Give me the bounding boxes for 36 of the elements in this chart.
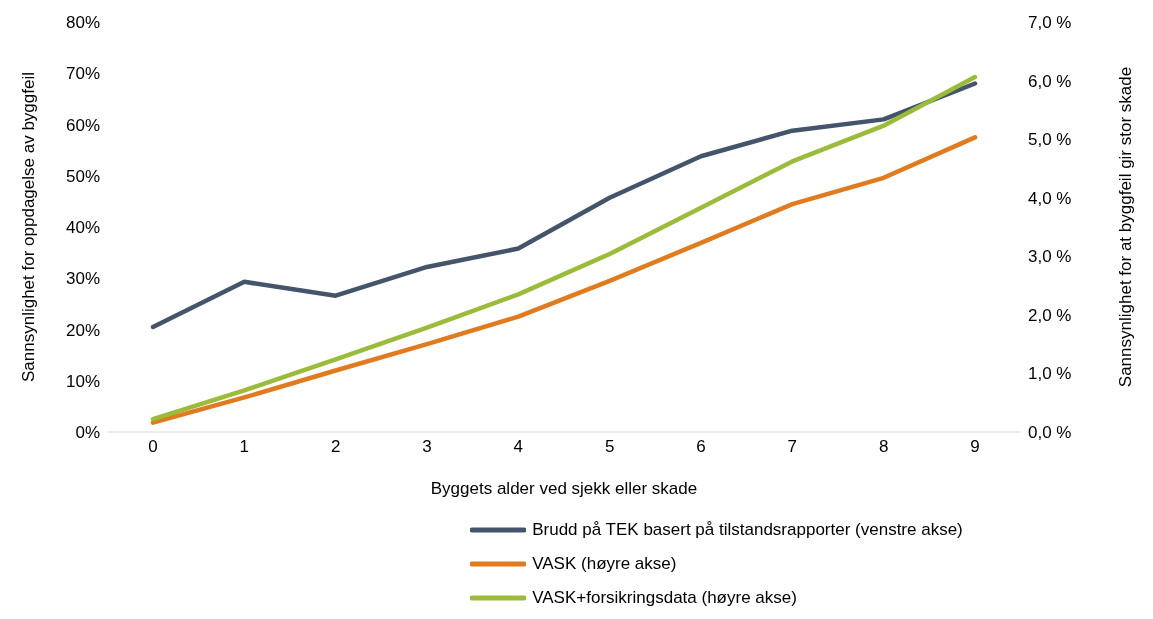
x-tick-label: 3 — [422, 437, 432, 457]
y2-tick-label: 5,0 % — [1028, 130, 1072, 150]
y-tick-label: 70% — [65, 64, 100, 84]
x-tick-label: 5 — [604, 437, 615, 457]
x-tick-label: 9 — [970, 437, 980, 457]
y-axis-title: Sannsynlighet for oppdagelse av byggfeil — [19, 72, 39, 382]
y2-tick-label: 2,0 % — [1028, 305, 1072, 325]
x-tick-label: 2 — [330, 437, 341, 457]
y2-axis-title: Sannsynlighet for at byggfeil gir stor skade — [1116, 66, 1136, 388]
y-tick-label: 20% — [65, 320, 100, 340]
y2-tick-label: 1,0 % — [1028, 364, 1072, 384]
line-series — [150, 135, 978, 425]
legend-label: VASK (høyre akse) — [532, 554, 677, 574]
y-tick-label: 60% — [65, 115, 100, 135]
x-tick-label: 6 — [696, 437, 706, 457]
legend-label: Brudd på TEK basert på tilstandsrapporter (venstre akse) — [532, 520, 963, 540]
y-tick-label: 10% — [65, 371, 100, 391]
legend-label: VASK+forsikringsdata (høyre akse) — [532, 588, 797, 608]
y2-tick-label: 7,0 % — [1028, 13, 1072, 33]
y2-tick-label: 0,0 % — [1028, 423, 1072, 443]
y-tick-label: 30% — [65, 269, 100, 289]
line-series — [150, 74, 978, 422]
x-tick-label: 4 — [513, 437, 524, 457]
y-tick-label: 80% — [65, 13, 100, 33]
y-tick-label: 50% — [65, 166, 100, 186]
x-tick-label: 0 — [148, 437, 158, 457]
y-tick-label: 40% — [65, 218, 100, 238]
x-tick-label: 1 — [239, 437, 250, 457]
y2-tick-label: 3,0 % — [1028, 247, 1072, 267]
y-tick-label: 0% — [75, 423, 100, 443]
x-tick-label: 8 — [878, 437, 889, 457]
y2-tick-label: 6,0 % — [1028, 71, 1072, 91]
x-axis-title: Byggets alder ved sjekk eller skade — [430, 479, 698, 498]
line-series — [150, 81, 978, 330]
x-tick-label: 7 — [787, 437, 798, 457]
y2-tick-label: 4,0 % — [1028, 188, 1072, 208]
